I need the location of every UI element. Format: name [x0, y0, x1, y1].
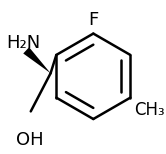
Text: CH₃: CH₃: [134, 101, 165, 120]
Text: F: F: [88, 11, 98, 29]
Text: H₂N: H₂N: [6, 34, 41, 52]
Text: OH: OH: [16, 131, 44, 149]
Polygon shape: [23, 47, 51, 73]
